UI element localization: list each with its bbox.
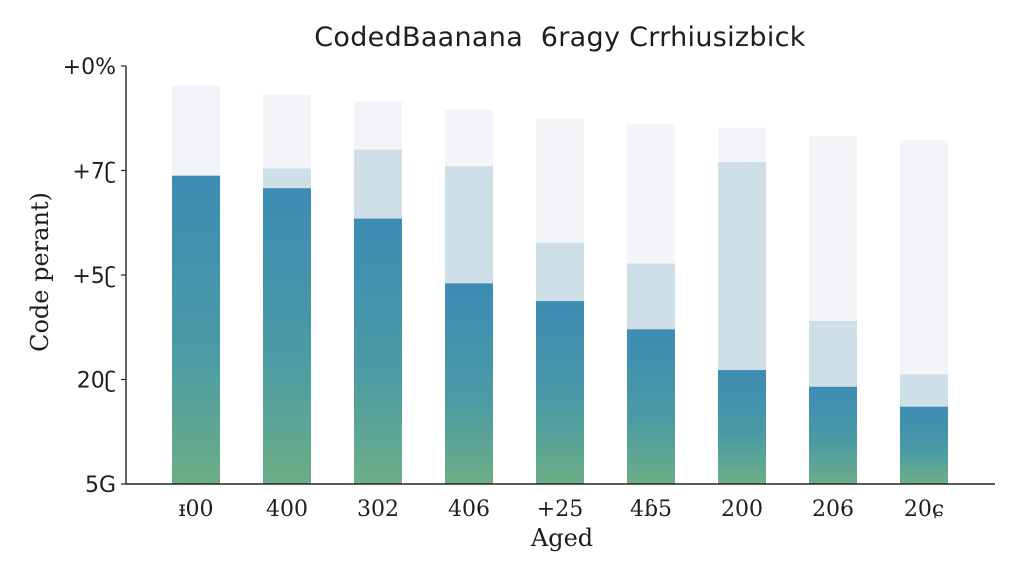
y-tick-label: +0% — [63, 55, 116, 80]
y-tick-label: 5G — [85, 473, 116, 498]
x-tick-label: 20ɕ — [904, 497, 944, 522]
x-axis-label: Aged — [530, 524, 594, 552]
x-tick-label: 4ɓ5 — [630, 497, 672, 522]
x-tick-label: 400 — [266, 497, 308, 522]
x-tick-label: 302 — [357, 497, 399, 522]
y-tick-label: 20ʗ — [77, 369, 116, 394]
x-tick-label: ᵻ00 — [178, 497, 213, 522]
x-tick-label: 406 — [448, 497, 490, 522]
bar — [445, 283, 493, 484]
x-tick-label: 206 — [812, 497, 854, 522]
chart-title: CodedBaanana 6ragy Crrhiusizbick — [314, 22, 806, 53]
x-tick-label: 200 — [721, 497, 763, 522]
bar — [263, 188, 311, 484]
y-tick-labels: 5G 20ʗ +5ʗ +7ʗ +0% — [63, 55, 126, 498]
x-tick-label: +25 — [537, 497, 583, 522]
bar — [536, 301, 584, 484]
bar — [718, 370, 766, 484]
y-axis-label: Code perant) — [26, 192, 54, 352]
bar — [172, 175, 220, 484]
y-tick-label: +7ʗ — [72, 160, 116, 185]
bar — [627, 329, 675, 484]
x-tick-labels: ᵻ00 400 302 406 +25 4ɓ5 200 206 20ɕ — [178, 497, 944, 522]
bar — [900, 406, 948, 484]
bar — [354, 218, 402, 484]
primary-series-layer — [172, 175, 948, 484]
bar — [809, 386, 857, 484]
y-tick-label: +5ʗ — [72, 264, 116, 289]
